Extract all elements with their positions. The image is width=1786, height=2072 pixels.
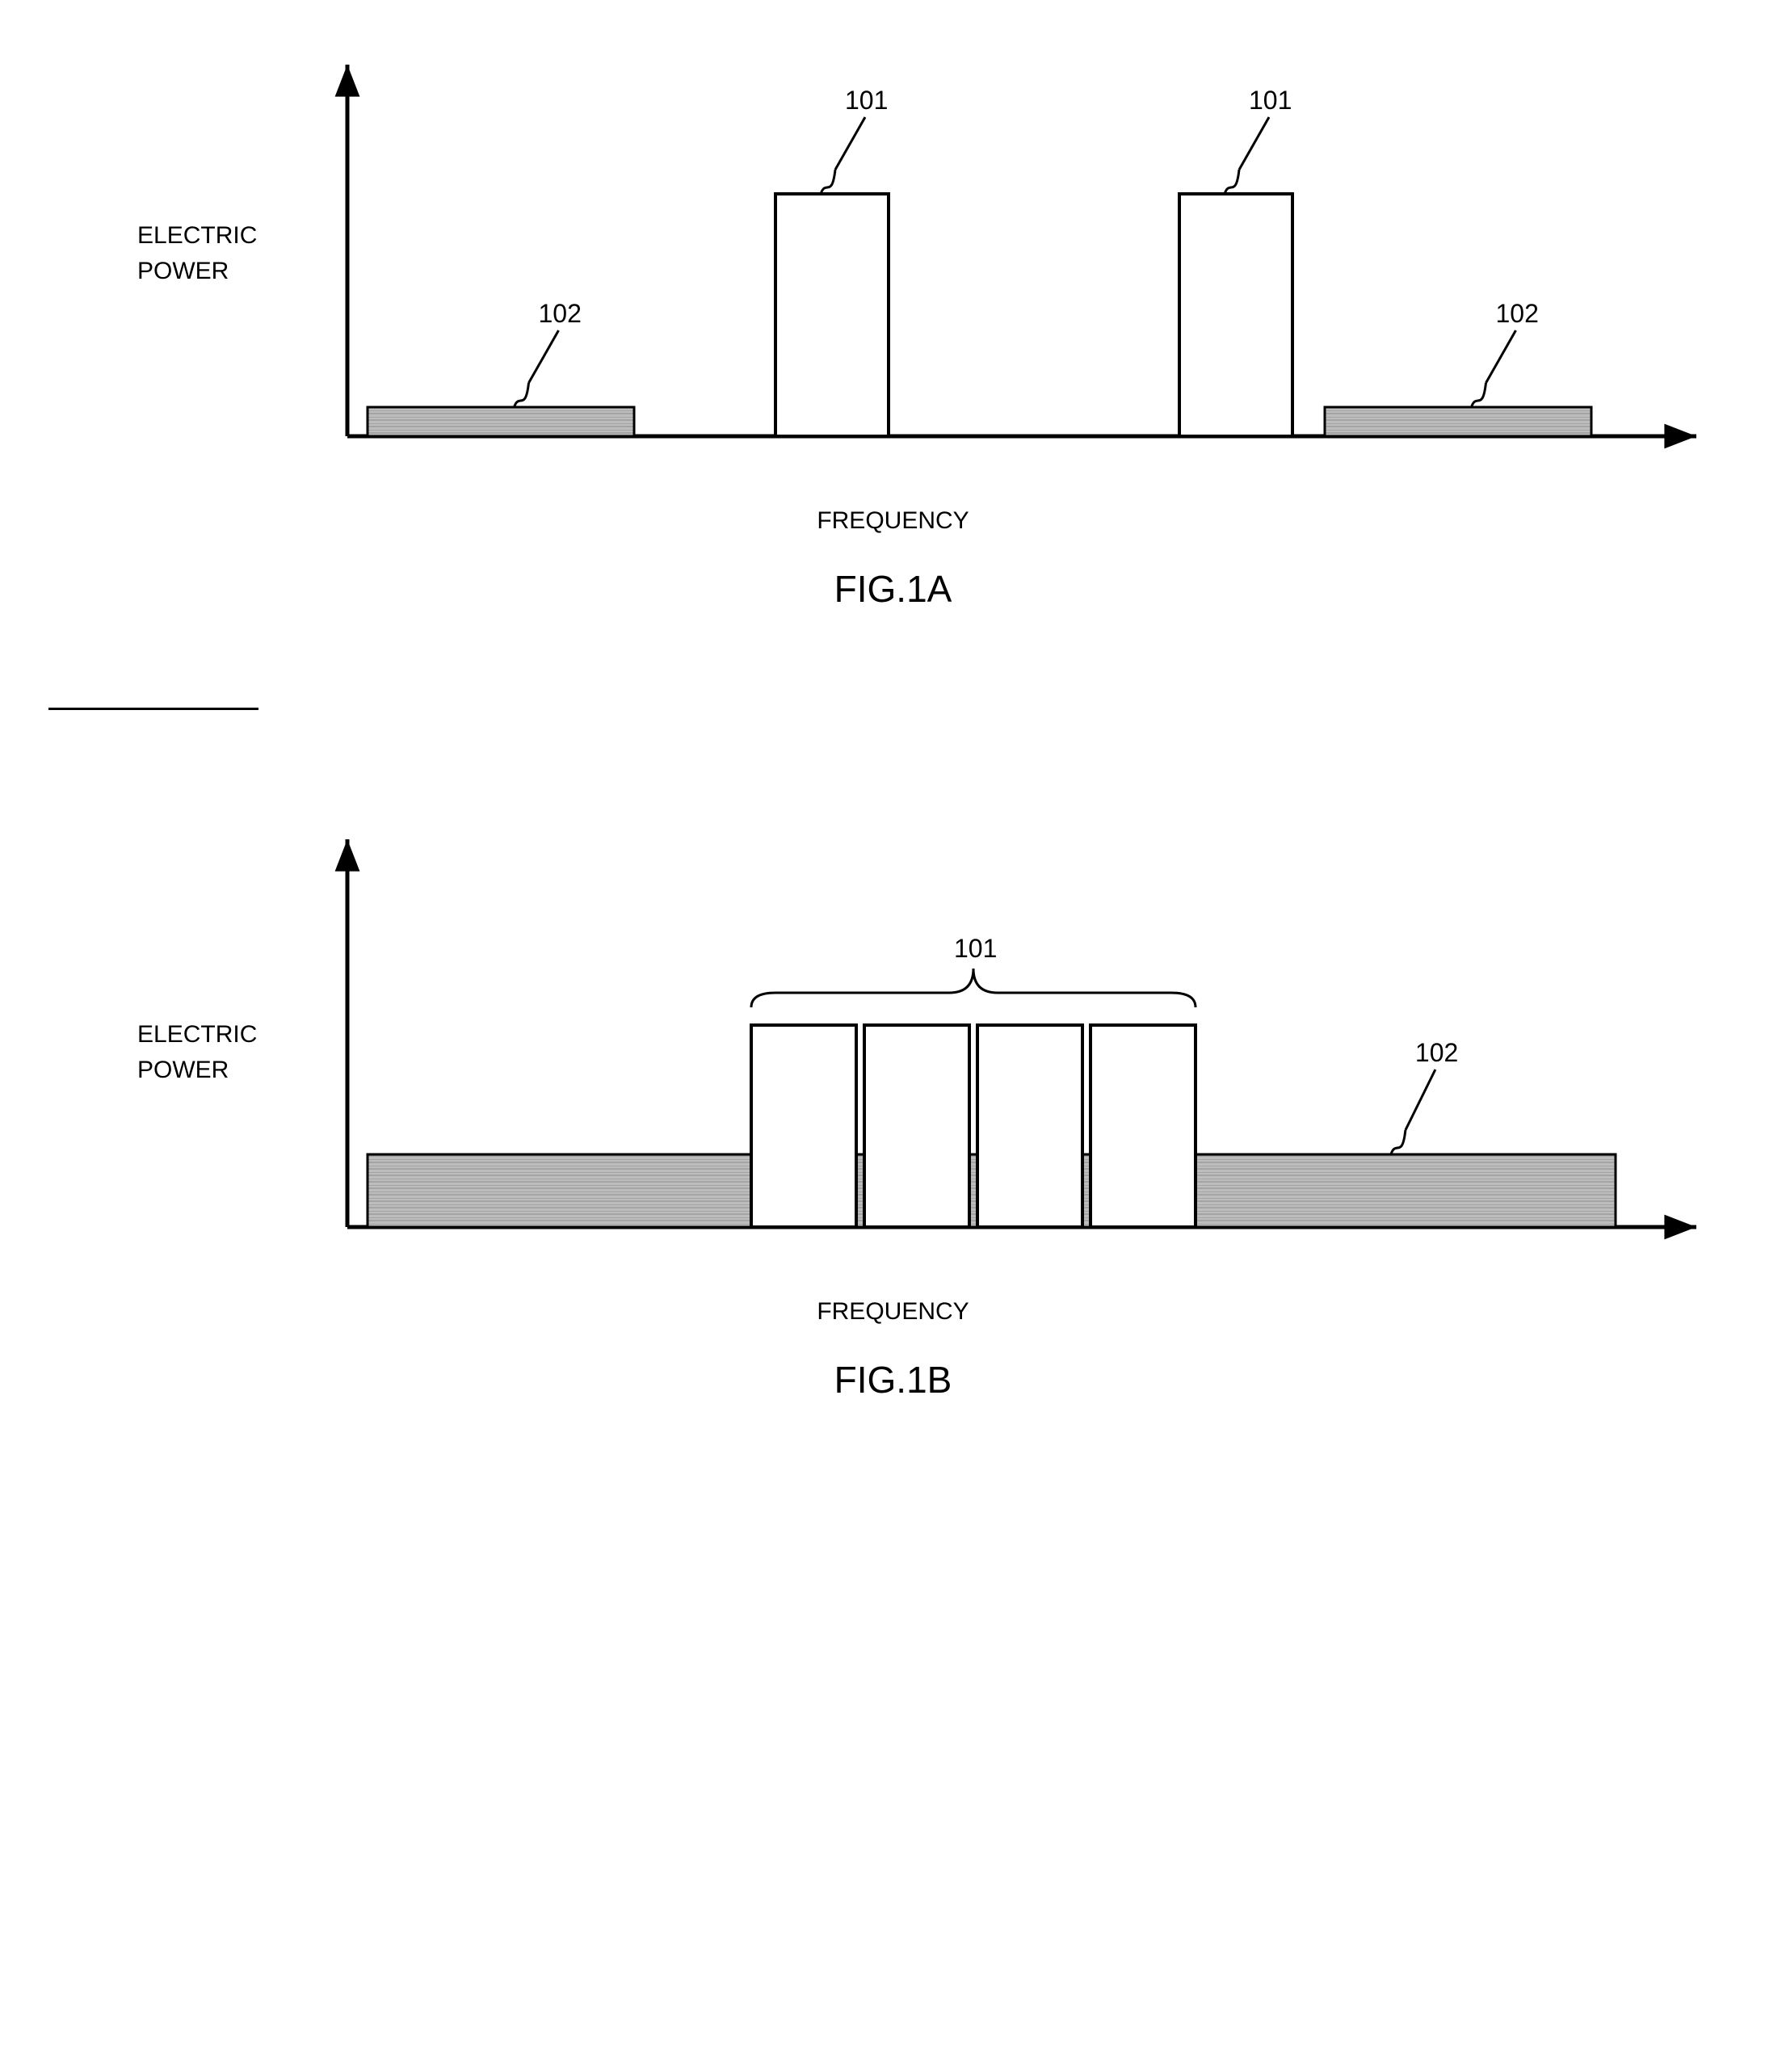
svg-text:102: 102	[1415, 1038, 1458, 1067]
svg-text:101: 101	[954, 934, 997, 963]
fig-1b-block: ELECTRICPOWER 101 102 FREQUENCY FIG.1B	[48, 823, 1738, 1402]
fig-a-caption: FIG.1A	[48, 567, 1738, 611]
figure-container: ELECTRICPOWER 102 102 101 101 FREQUENCY FIG…	[48, 48, 1738, 1402]
stray-separator	[48, 708, 258, 710]
fig-b-caption: FIG.1B	[48, 1358, 1738, 1402]
fig-a-x-label: FREQUENCY	[48, 507, 1738, 535]
fig-a-chart: 102 102 101 101	[48, 48, 1738, 501]
fig-b-chart: 101 102	[48, 823, 1738, 1292]
fig-a-y-label: ELECTRICPOWER	[137, 218, 257, 288]
svg-text:101: 101	[1249, 86, 1292, 115]
svg-text:102: 102	[1496, 299, 1539, 328]
fig-b-y-label: ELECTRICPOWER	[137, 1017, 257, 1087]
fig-b-y-label-line1: ELECTRICPOWER	[137, 1021, 257, 1083]
fig-a-y-label-line1: ELECTRICPOWER	[137, 222, 257, 284]
svg-text:102: 102	[539, 299, 582, 328]
svg-text:101: 101	[845, 86, 888, 115]
fig-1a-block: ELECTRICPOWER 102 102 101 101 FREQUENCY FIG…	[48, 48, 1738, 611]
fig-b-x-label: FREQUENCY	[48, 1298, 1738, 1326]
